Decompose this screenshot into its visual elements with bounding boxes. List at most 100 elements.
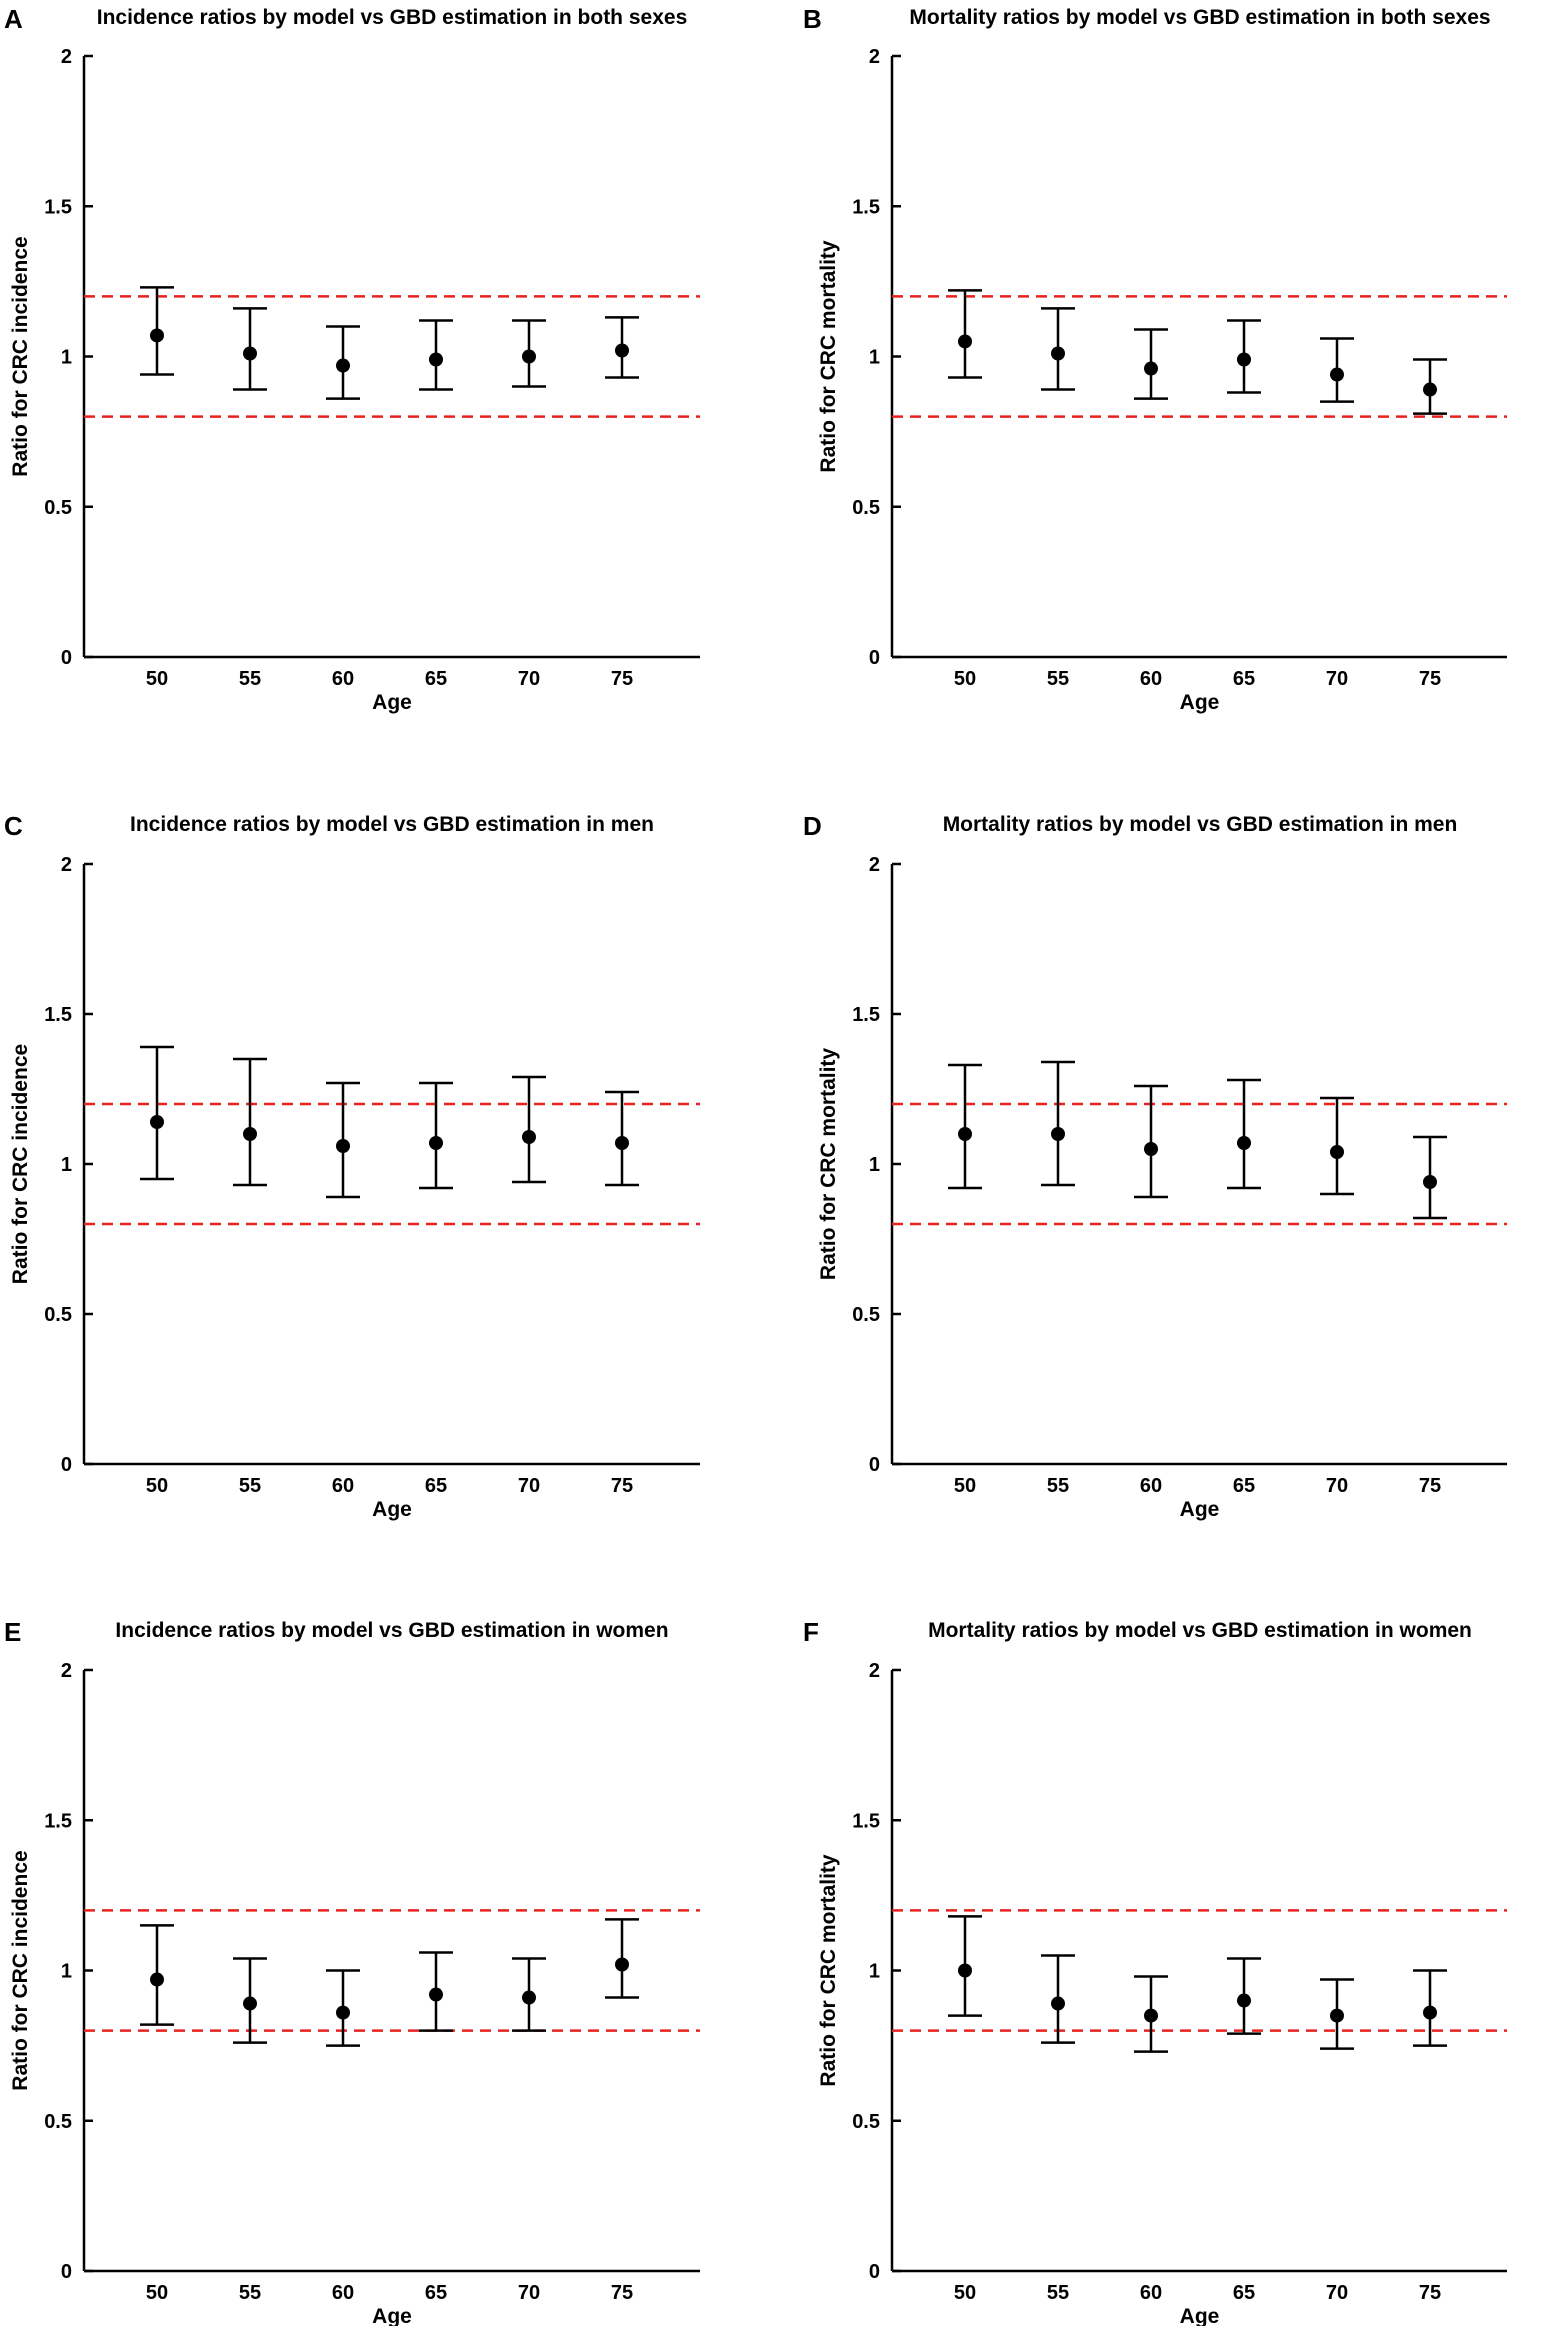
- data-point: [958, 1963, 972, 1978]
- y-tick-label: 1: [869, 347, 880, 369]
- data-point: [429, 352, 443, 367]
- data-point: [1423, 1175, 1437, 1189]
- y-tick-label: 0: [869, 1454, 880, 1476]
- panel-c: C Incidence ratios by model vs GBD estima…: [4, 811, 700, 1521]
- panel-f: F Mortality ratios by model vs GBD estima…: [803, 1617, 1507, 2326]
- data-point: [522, 349, 536, 364]
- data-point: [429, 1987, 443, 2002]
- y-tick-label: 1: [61, 1961, 72, 1983]
- y-tick-label: 2: [869, 1660, 880, 1682]
- y-tick-label: 1: [869, 1961, 880, 1983]
- data-point: [1144, 2008, 1158, 2023]
- x-tick-label: 60: [1140, 1475, 1162, 1497]
- y-tick-label: 0.5: [44, 1304, 72, 1326]
- x-tick-label: 65: [425, 1475, 447, 1497]
- x-tick-label: 70: [1326, 2282, 1348, 2304]
- x-tick-label: 75: [1419, 1475, 1441, 1497]
- panel-letter: F: [803, 1617, 819, 1647]
- chart-title: Incidence ratios by model vs GBD estimat…: [97, 6, 688, 29]
- data-point: [429, 1136, 443, 1150]
- x-tick-label: 50: [954, 2282, 976, 2304]
- data-point: [615, 1136, 629, 1150]
- y-tick-label: 1.5: [44, 1810, 72, 1832]
- y-tick-label: 1.5: [852, 1810, 880, 1832]
- x-axis-label: Age: [372, 691, 412, 714]
- y-tick-label: 1.5: [852, 196, 880, 218]
- x-tick-label: 50: [146, 668, 168, 690]
- data-point: [1051, 346, 1065, 361]
- y-tick-label: 1.5: [44, 1004, 72, 1026]
- chart-title: Mortality ratios by model vs GBD estimat…: [943, 813, 1458, 836]
- chart-title: Incidence ratios by model vs GBD estimat…: [130, 813, 654, 836]
- x-tick-label: 60: [332, 1475, 354, 1497]
- data-point: [522, 1130, 536, 1144]
- data-point: [243, 1996, 257, 2011]
- data-point: [1237, 352, 1251, 367]
- x-tick-label: 65: [1233, 2282, 1255, 2304]
- x-tick-label: 55: [239, 2282, 261, 2304]
- y-tick-label: 0: [869, 2261, 880, 2283]
- x-tick-label: 70: [518, 1475, 540, 1497]
- panel-a: A Incidence ratios by model vs GBD estima…: [4, 4, 700, 714]
- x-tick-label: 65: [425, 2282, 447, 2304]
- data-point: [150, 1972, 164, 1987]
- x-tick-label: 50: [954, 668, 976, 690]
- data-point: [150, 328, 164, 343]
- y-tick-label: 0: [61, 1454, 72, 1476]
- data-point: [1330, 2008, 1344, 2023]
- data-point: [1423, 382, 1437, 397]
- x-tick-label: 75: [611, 2282, 633, 2304]
- x-axis-label: Age: [372, 1498, 412, 1521]
- x-tick-label: 70: [1326, 1475, 1348, 1497]
- data-point: [150, 1115, 164, 1129]
- x-axis-label: Age: [1180, 1498, 1220, 1521]
- x-tick-label: 55: [1047, 2282, 1069, 2304]
- y-tick-label: 1: [61, 347, 72, 369]
- y-axis-label: Ratio for CRC incidence: [9, 1850, 32, 2090]
- data-point: [958, 334, 972, 349]
- data-point: [1330, 367, 1344, 382]
- y-tick-label: 2: [869, 854, 880, 876]
- panel-letter: B: [803, 4, 822, 34]
- y-tick-label: 1: [869, 1154, 880, 1176]
- x-tick-label: 75: [611, 1475, 633, 1497]
- data-point: [1237, 1993, 1251, 2008]
- x-tick-label: 60: [332, 668, 354, 690]
- y-axis-label: Ratio for CRC incidence: [9, 1044, 32, 1284]
- panel-letter: C: [4, 811, 23, 841]
- x-tick-label: 60: [1140, 668, 1162, 690]
- panel-e: E Incidence ratios by model vs GBD estima…: [4, 1617, 700, 2326]
- data-point: [615, 343, 629, 358]
- y-tick-label: 0: [61, 2261, 72, 2283]
- y-tick-label: 0.5: [852, 1304, 880, 1326]
- x-tick-label: 75: [1419, 668, 1441, 690]
- x-tick-label: 70: [518, 668, 540, 690]
- y-axis-label: Ratio for CRC mortality: [817, 240, 840, 473]
- x-tick-label: 55: [239, 668, 261, 690]
- x-axis-label: Age: [1180, 691, 1220, 714]
- x-tick-label: 65: [1233, 668, 1255, 690]
- y-axis-label: Ratio for CRC incidence: [9, 236, 32, 476]
- y-tick-label: 2: [61, 1660, 72, 1682]
- y-axis-label: Ratio for CRC mortality: [817, 1854, 840, 2087]
- data-point: [615, 1957, 629, 1972]
- data-point: [336, 2005, 350, 2020]
- data-point: [243, 346, 257, 361]
- y-axis-label: Ratio for CRC mortality: [817, 1048, 840, 1281]
- x-tick-label: 60: [1140, 2282, 1162, 2304]
- data-point: [1423, 2005, 1437, 2020]
- x-tick-label: 55: [1047, 1475, 1069, 1497]
- chart-title: Mortality ratios by model vs GBD estimat…: [928, 1619, 1472, 1642]
- y-tick-label: 1: [61, 1154, 72, 1176]
- panel-letter: D: [803, 811, 822, 841]
- x-tick-label: 55: [1047, 668, 1069, 690]
- data-point: [522, 1990, 536, 2005]
- x-tick-label: 65: [425, 668, 447, 690]
- data-point: [336, 1139, 350, 1153]
- y-tick-label: 0: [61, 647, 72, 669]
- x-axis-label: Age: [372, 2305, 412, 2326]
- y-tick-label: 2: [61, 854, 72, 876]
- x-tick-label: 75: [611, 668, 633, 690]
- data-point: [243, 1127, 257, 1141]
